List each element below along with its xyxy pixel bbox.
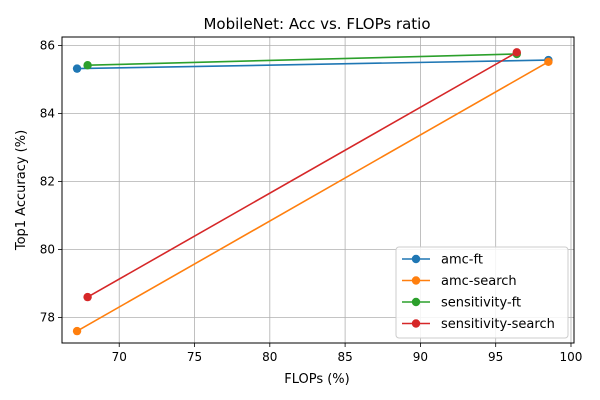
x-tick-label: 100	[560, 350, 583, 364]
y-axis-label: Top1 Accuracy (%)	[14, 130, 29, 251]
y-tick-label: 82	[40, 175, 55, 189]
series-line	[87, 51, 518, 298]
legend-label: sensitivity-ft	[441, 296, 521, 311]
x-tick-label: 90	[413, 350, 428, 364]
legend-marker	[411, 276, 421, 285]
legend-marker	[411, 319, 421, 328]
legend-item: sensitivity-ft	[402, 296, 521, 311]
legend-marker	[411, 254, 421, 264]
y-tick-label: 84	[40, 107, 55, 121]
x-axis: 70 75 80 85 90 95 100	[112, 343, 583, 364]
legend-marker	[411, 297, 421, 307]
series-sensitivity-ft	[83, 49, 521, 70]
legend-item: amc-ft	[402, 253, 483, 268]
data-point	[512, 48, 521, 57]
legend-label: amc-ft	[441, 253, 483, 268]
chart-title: MobileNet: Acc vs. FLOPs ratio	[203, 15, 430, 33]
series-line	[76, 61, 549, 332]
legend-item: sensitivity-search	[402, 317, 555, 332]
x-tick-label: 70	[112, 350, 127, 364]
data-point	[72, 326, 82, 336]
x-tick-label: 80	[262, 350, 277, 364]
data-point	[72, 64, 82, 73]
legend-box	[395, 246, 569, 339]
plot-frame	[61, 36, 575, 344]
series-sensitivity-search	[83, 48, 521, 302]
x-tick-label: 75	[187, 350, 202, 364]
y-tick-label: 80	[40, 243, 55, 257]
legend: amc-ft amc-search sensitivity-ft sensitivit…	[395, 246, 569, 339]
x-axis-label: FLOPs (%)	[284, 372, 350, 387]
data-point	[83, 61, 92, 70]
series-amc-search	[72, 57, 553, 336]
legend-label: amc-search	[441, 274, 517, 289]
data-point	[544, 57, 553, 67]
y-axis: 78 80 82 84 86	[40, 39, 62, 325]
series-line	[87, 53, 517, 66]
series-layer	[72, 48, 553, 336]
series-line	[77, 59, 549, 70]
data-point	[83, 292, 92, 302]
legend-item: amc-search	[402, 274, 517, 289]
y-tick-label: 86	[40, 39, 55, 53]
y-tick-label: 78	[40, 311, 55, 325]
x-tick-label: 95	[488, 350, 503, 364]
legend-label: sensitivity-search	[441, 317, 555, 332]
x-tick-label: 85	[337, 350, 352, 364]
